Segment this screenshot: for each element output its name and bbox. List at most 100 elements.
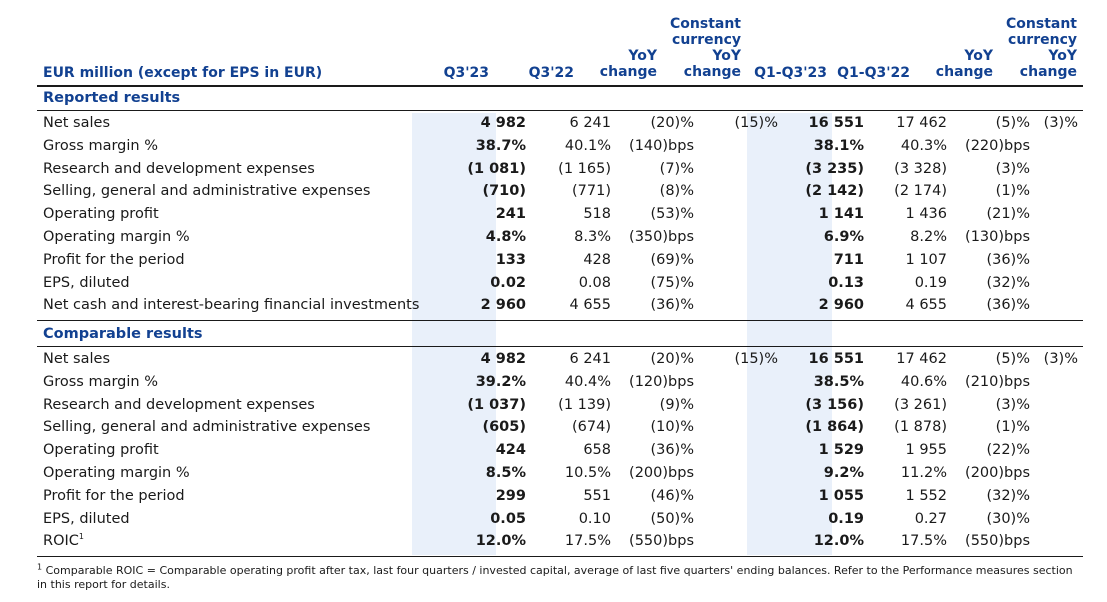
cell-q1q3-23: (3 235) xyxy=(805,160,864,177)
footnote-marker: 1 xyxy=(37,562,43,572)
cell-yoy-change-ytd: (32)% xyxy=(986,274,1030,291)
table-row: Profit for the period 133 428 (69)% 711 1 107… xyxy=(37,249,1083,272)
header-yoy-ytd-line2: change xyxy=(935,64,993,80)
table-row: Research and development expenses (1 037)… xyxy=(37,394,1083,417)
cell-q1q3-22: 40.6% xyxy=(900,373,947,390)
cell-yoy-change: (75)% xyxy=(650,274,694,291)
cell-q1q3-22: (1 878) xyxy=(894,419,947,436)
cell-q1q3-23: 1 529 xyxy=(818,442,864,459)
cell-q3-22: (1 139) xyxy=(558,396,611,413)
cell-q1q3-22: 0.19 xyxy=(914,274,947,291)
cell-q3-22: (674) xyxy=(572,419,611,436)
cell-q1q3-23: (2 142) xyxy=(805,183,864,200)
cell-q1q3-23: 1 141 xyxy=(818,206,864,223)
cell-q3-23: 2 960 xyxy=(480,297,526,314)
cell-q1q3-23: 0.13 xyxy=(828,274,864,291)
cell-q1q3-23: 16 551 xyxy=(808,115,865,131)
cell-yoy-change-ytd: (32)% xyxy=(986,487,1030,504)
cell-q3-23: 299 xyxy=(495,487,526,504)
table-row: Gross margin % 38.7% 40.1% (140)bps 38.1% 40.… xyxy=(37,135,1083,158)
cell-q1q3-22: (2 174) xyxy=(894,183,947,200)
cell-yoy-change: (69)% xyxy=(650,251,694,268)
cell-yoy-change-ytd: (22)% xyxy=(986,442,1030,459)
cell-q3-23: 0.05 xyxy=(490,510,526,527)
footnote: 1 Comparable ROIC = Comparable operating… xyxy=(37,562,1077,592)
footnote-text: Comparable ROIC = Comparable operating p… xyxy=(37,564,1073,591)
cell-q1q3-22: 1 955 xyxy=(905,442,947,459)
cell-q1q3-22: (3 328) xyxy=(894,160,947,177)
table-row: Operating profit 424 658 (36)% 1 529 1 955 (22… xyxy=(37,439,1083,462)
cell-q3-23: 424 xyxy=(495,442,526,459)
cell-q1q3-23: 9.2% xyxy=(823,465,864,481)
cell-q1q3-22: 0.27 xyxy=(914,510,947,527)
comparable-rule xyxy=(37,346,1083,347)
cell-q3-23: 4.8% xyxy=(485,229,526,245)
cell-q1q3-23: 1 055 xyxy=(818,487,864,504)
cell-yoy-change: (53)% xyxy=(650,206,694,223)
cell-yoy-change-ytd: (36)% xyxy=(986,297,1030,314)
header-q1q3-23: Q1-Q3'23 xyxy=(754,65,827,81)
section-title-comparable: Comparable results xyxy=(43,326,203,342)
cell-q1q3-22: 1 107 xyxy=(905,251,947,268)
cell-q3-22: 8.3% xyxy=(574,229,611,245)
header-rule xyxy=(37,85,1083,87)
cell-q1q3-23: 711 xyxy=(833,251,864,268)
table-row: EPS, diluted 0.05 0.10 (50)% 0.19 0.27 (30)% xyxy=(37,508,1083,531)
cell-yoy-change: (7)% xyxy=(659,160,694,177)
header-cc-line4: change xyxy=(683,64,741,80)
header-yoy-ytd-line1: YoY xyxy=(964,48,993,64)
cell-q1q3-22: 17.5% xyxy=(900,533,947,550)
cell-q1q3-22: 11.2% xyxy=(900,465,947,481)
header-yoy-change-ytd: YoY change xyxy=(904,48,993,80)
cell-q1q3-23: 38.5% xyxy=(813,373,864,390)
cell-constant-currency-yoy-ytd: (3)% xyxy=(1043,351,1078,367)
header-yoy-change: YoY change xyxy=(568,48,657,80)
header-label-column: EUR million (except for EPS in EUR) xyxy=(43,65,323,81)
header-cc-line3: YoY xyxy=(712,48,741,64)
header-cc-ytd-line4: change xyxy=(1019,64,1077,80)
table-row: Operating margin % 4.8% 8.3% (350)bps 6.9% 8.… xyxy=(37,226,1083,249)
header-q3-23: Q3'23 xyxy=(443,65,489,81)
cell-q3-22: 10.5% xyxy=(564,465,611,481)
header-constant-currency-yoy: Constant currency YoY change xyxy=(652,16,741,80)
cell-q1q3-22: 1 552 xyxy=(905,487,947,504)
cell-q3-23: (710) xyxy=(482,183,526,200)
cell-q3-22: 0.08 xyxy=(578,274,611,291)
cell-q3-23: 39.2% xyxy=(475,373,526,390)
header-cc-line1: Constant xyxy=(670,16,741,32)
cell-q1q3-23: 12.0% xyxy=(813,533,864,550)
cell-q1q3-23: 0.19 xyxy=(828,510,864,527)
table-row: Selling, general and administrative expe… xyxy=(37,416,1083,439)
row-label: Net sales xyxy=(43,351,111,367)
cell-yoy-change-ytd: (36)% xyxy=(986,251,1030,268)
cell-yoy-change: (140)bps xyxy=(629,137,694,154)
header-q1q3-22: Q1-Q3'22 xyxy=(837,65,910,81)
cell-q3-23: 8.5% xyxy=(485,465,526,481)
q3-23-column-highlight xyxy=(412,113,496,555)
cell-yoy-change: (350)bps xyxy=(629,229,694,245)
table-row: EPS, diluted 0.02 0.08 (75)% 0.13 0.19 (32)% xyxy=(37,272,1083,295)
cell-yoy-change-ytd: (1)% xyxy=(995,183,1030,200)
cell-q3-23: 241 xyxy=(495,206,526,223)
cell-q3-23: 4 982 xyxy=(480,351,526,367)
table-row: Gross margin % 39.2% 40.4% (120)bps 38.5% 40.… xyxy=(37,371,1083,394)
header-cc-ytd-line1: Constant xyxy=(1006,16,1077,32)
cell-q3-22: 40.1% xyxy=(564,137,611,154)
table-bottom-rule xyxy=(37,556,1083,557)
header-cc-ytd-line2: currency xyxy=(1008,32,1077,48)
cell-q3-22: 6 241 xyxy=(569,351,611,367)
cell-q3-23: (1 037) xyxy=(467,396,526,413)
cell-q1q3-22: 8.2% xyxy=(910,229,947,245)
row-label: Selling, general and administrative expe… xyxy=(43,183,371,200)
cell-q3-22: 17.5% xyxy=(564,533,611,550)
row-label: Profit for the period xyxy=(43,487,185,504)
cell-constant-currency-yoy: (15)% xyxy=(734,115,778,131)
row-label: Operating profit xyxy=(43,206,159,223)
header-q3-22: Q3'22 xyxy=(528,65,574,81)
row-label: Operating profit xyxy=(43,442,159,459)
cell-q3-23: (605) xyxy=(482,419,526,436)
cell-yoy-change: (200)bps xyxy=(629,465,694,481)
cell-q1q3-22: 4 655 xyxy=(905,297,947,314)
row-label: Net cash and interest-bearing financial … xyxy=(43,297,420,314)
header-cc-line2: currency xyxy=(672,32,741,48)
